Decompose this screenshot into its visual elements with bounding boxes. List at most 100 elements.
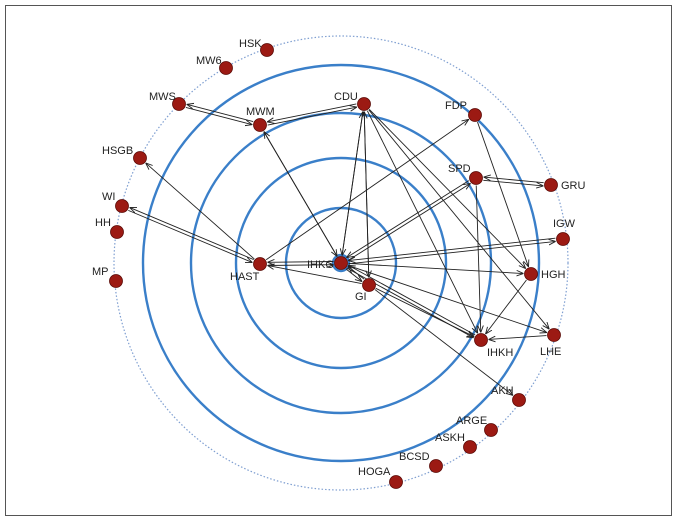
outer-dotted-ring [113,35,569,491]
network-diagram: HSK MW6 MWS MWM CDU FDP HSGB SPD GRU WI HH IGW MP HAS… [5,5,672,516]
node-mp: MP [92,266,123,288]
node-dot [524,267,538,281]
node-dot [556,232,570,246]
node-askh: ASKH [435,432,477,454]
node-dot [389,475,403,489]
node-label: HH [95,217,111,229]
node-dot [463,440,477,454]
node-dot [172,97,186,111]
edge-mwm-ihkg [263,131,337,256]
node-label: HOGA [358,466,391,478]
node-label: FDP [445,100,467,112]
edges [128,104,555,396]
edge-spd-gru-fwd [483,179,543,186]
node-mwm: MWM [246,106,275,132]
node-dot [357,97,371,111]
edge-gi-akh [374,289,513,396]
node-label: IGW [553,218,576,230]
node-gi: GI [355,278,376,303]
node-dot [334,256,348,270]
node-label: AKH [491,385,514,397]
node-hgh: HGH [524,267,566,281]
node-label: IHKG [307,259,334,271]
edge-cdu-ihkh [366,110,477,334]
ring-4 [189,111,493,415]
edge-hast-hsgb [146,163,255,260]
node-dot [468,108,482,122]
node-label: HGH [541,269,566,281]
node-label: CDU [334,91,358,103]
edge-ihkg-spd-fwd [347,183,470,261]
diagram-frame: HSK MW6 MWS MWM CDU FDP HSGB SPD GRU WI HH IGW MP HAS… [5,5,672,516]
node-dot [253,257,267,271]
node-ihkh: IHKH [474,333,513,359]
edge-ihkg-igw-fwd [348,241,556,265]
node-arge: ARGE [456,415,498,437]
ring-3 [234,156,448,370]
node-dot [133,151,147,165]
edge-hgh-ihkh [486,279,527,334]
node-label: WI [102,191,115,203]
edge-ihkg-hast-back [267,265,334,266]
node-akh: AKH [491,385,526,407]
node-dot [362,278,376,292]
ring-5 [141,63,541,463]
node-dot [109,274,123,288]
node-label: MP [92,266,109,278]
node-cdu: CDU [334,91,371,111]
node-igw: IGW [553,218,576,246]
node-dot [219,61,233,75]
node-hsk: HSK [239,38,274,57]
node-dot [484,423,498,437]
node-gru: GRU [544,178,586,192]
node-hoga: HOGA [358,466,403,489]
edge-gi-ihkh [375,287,475,336]
node-label: GRU [561,180,586,192]
edge-ihkg-hgh [348,262,523,273]
edge-mwm-cdu-back [267,103,357,122]
edge-ihkg-igw-back [348,237,556,260]
node-label: HAST [230,271,260,283]
edge-ihkg-spd-back [346,180,470,258]
node-dot [429,459,443,473]
node-bcsd: BCSD [399,451,443,473]
node-label: ASKH [435,432,465,444]
edge-spd-gru-back [484,177,544,184]
edge-ihkg-lhe [347,264,547,332]
node-hsgb: HSGB [102,145,147,165]
node-dot [544,178,558,192]
node-ihkg: IHKG [307,256,348,271]
node-label: IHKH [487,347,513,359]
edge-cdu-lhe [368,109,549,329]
node-dot [253,118,267,132]
edge-cdu-hgh [368,109,525,268]
edge-wi-hast-back [130,207,254,261]
edge-mws-mwm-fwd [185,106,252,124]
node-dot [115,199,129,213]
node-mws: MWS [149,91,186,111]
node-hh: HH [95,217,124,239]
edge-hast-fdp [265,119,469,261]
node-label: HSGB [102,145,133,157]
node-hast: HAST [230,257,267,283]
edge-wi-hast-fwd [128,209,252,262]
node-wi: WI [102,191,129,213]
node-lhe: LHE [540,328,561,358]
edge-ihkg-hast-fwd [267,261,334,262]
node-label: ARGE [456,415,487,427]
node-label: BCSD [399,451,430,463]
edge-cdu-gi [363,111,369,277]
node-dot [110,225,124,239]
edge-lhe-ihkh [488,335,547,340]
node-label: MWS [149,91,176,103]
edge-spd-ihkh [475,185,481,332]
node-dot [260,43,274,57]
nodes: HSK MW6 MWS MWM CDU FDP HSGB SPD GRU WI HH IGW MP HAS… [92,38,586,489]
node-mw6: MW6 [196,55,233,75]
node-label: HSK [239,38,262,50]
edge-ihkg-ihkh-back [348,265,476,336]
edge-mwm-cdu-fwd [267,107,357,126]
node-spd: SPD [448,163,483,185]
node-label: SPD [448,163,471,175]
edge-gi-hast [267,265,362,285]
